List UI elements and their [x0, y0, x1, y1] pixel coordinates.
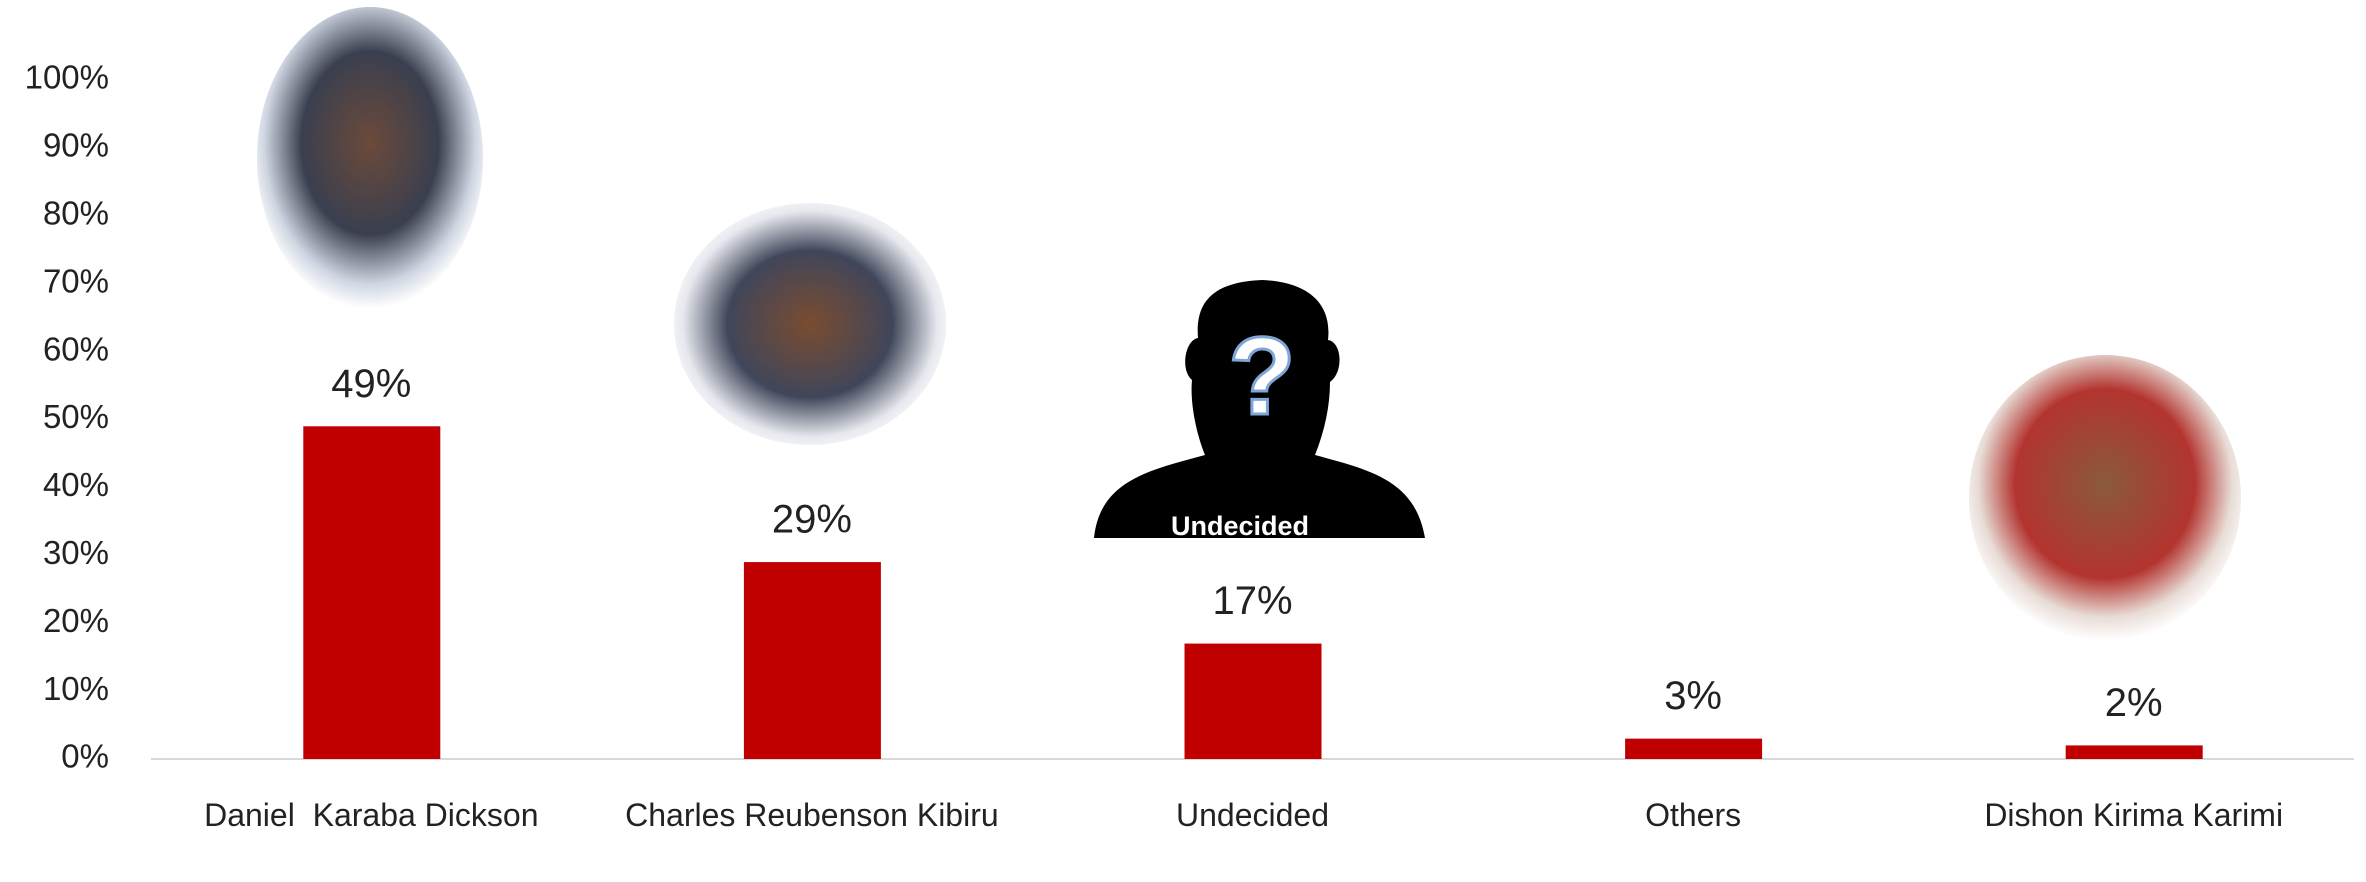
x-tick-label: Undecided	[1176, 797, 1329, 833]
bar	[1625, 738, 1763, 759]
bar	[1184, 643, 1322, 759]
y-tick-label: 70%	[43, 262, 109, 299]
candidate-photo	[674, 203, 946, 445]
y-tick-label: 60%	[43, 330, 109, 367]
value-label: 29%	[772, 498, 852, 542]
candidate-photo	[1969, 355, 2241, 641]
y-tick-label: 90%	[43, 127, 109, 164]
y-tick-label: 100%	[25, 59, 109, 96]
y-tick-label: 10%	[43, 670, 109, 707]
candidate-photo	[257, 7, 483, 309]
y-tick-label: 30%	[43, 534, 109, 571]
y-tick-label: 20%	[43, 602, 109, 639]
undecided-silhouette: ? Undecided	[1094, 280, 1425, 541]
x-tick-label: Daniel Karaba Dickson	[204, 797, 539, 833]
y-tick-label: 50%	[43, 398, 109, 435]
bar	[743, 562, 881, 759]
value-label: 17%	[1212, 579, 1292, 623]
x-tick-label: Others	[1645, 797, 1742, 833]
value-label: 49%	[331, 362, 411, 406]
value-label: 2%	[2105, 681, 2163, 725]
y-tick-label: 40%	[43, 466, 109, 503]
bar	[2065, 745, 2203, 759]
x-tick-label: Charles Reubenson Kibiru	[625, 797, 999, 833]
bar	[303, 426, 441, 759]
y-tick-label: 0%	[61, 738, 109, 775]
x-tick-label: Dishon Kirima Karimi	[1984, 797, 2284, 833]
svg-text:?: ?	[1228, 315, 1295, 438]
silhouette-label: Undecided	[1171, 511, 1309, 541]
y-tick-label: 80%	[43, 195, 109, 232]
value-label: 3%	[1664, 674, 1722, 718]
